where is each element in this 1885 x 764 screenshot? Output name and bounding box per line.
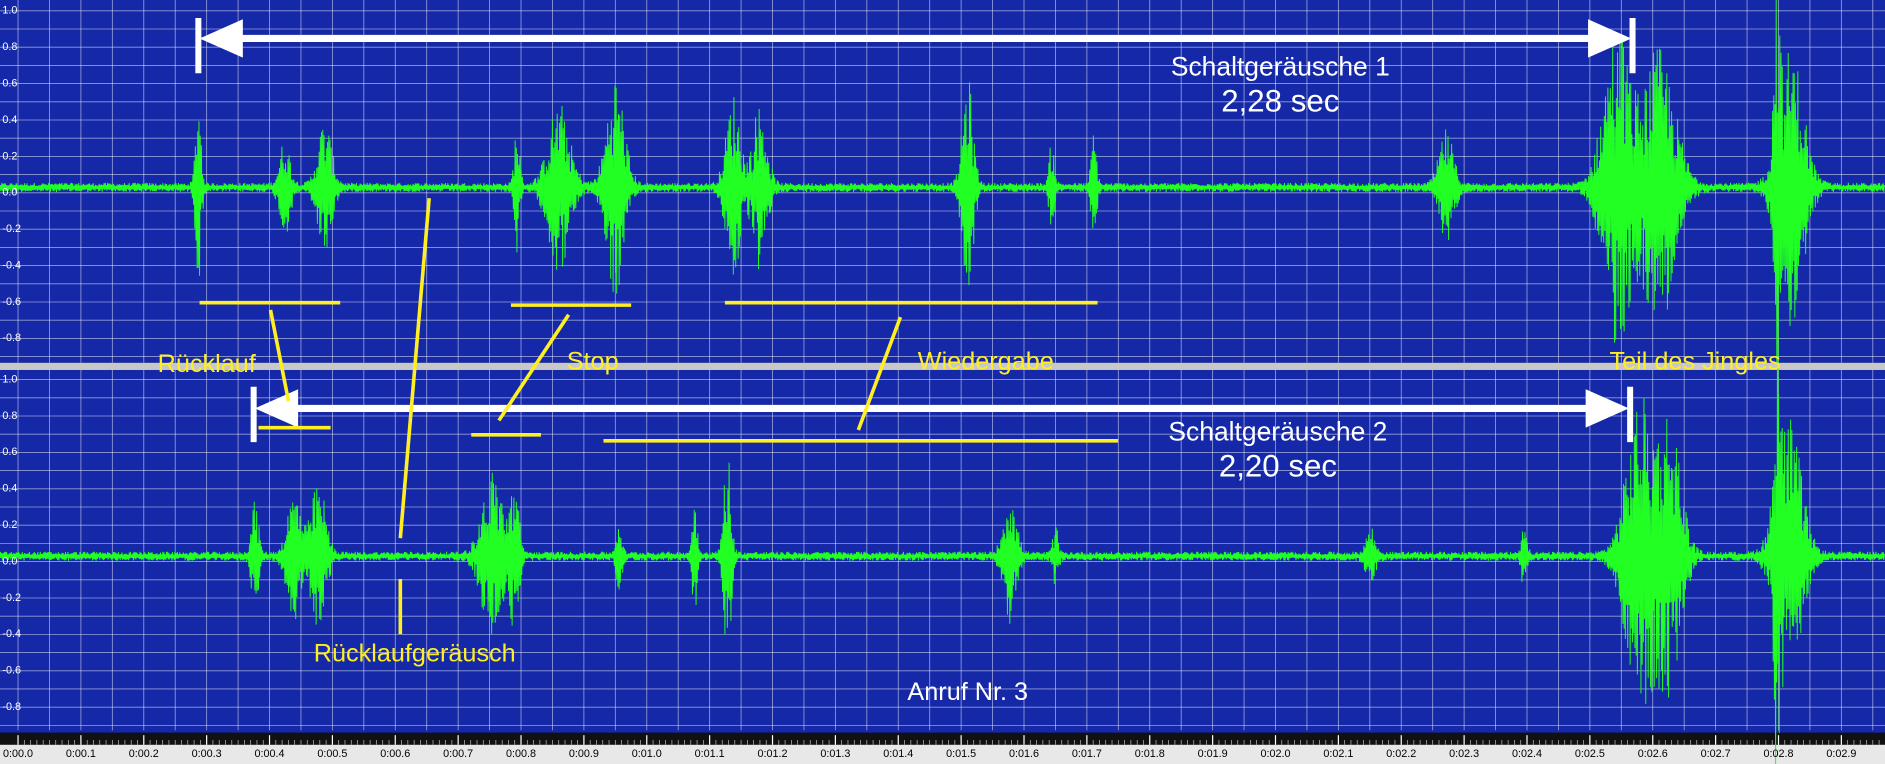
time-label: 0:02.0 [1260, 748, 1290, 760]
track-caption: Anruf Nr. 3 [907, 678, 1028, 706]
y-tick-label: 1.0 [2, 373, 17, 385]
arrow-head [199, 19, 243, 58]
y-tick-label: -0.6 [2, 665, 21, 677]
annotation-label: Stop [567, 347, 619, 375]
arrow-head [1588, 19, 1632, 58]
time-label: 0:00.8 [506, 748, 536, 760]
y-tick-label: -0.2 [2, 592, 21, 604]
time-label: 0:01.3 [820, 748, 850, 760]
y-tick-label: 0.0 [2, 555, 17, 567]
annotation-label: Wiedergabe [918, 347, 1054, 375]
waveform [0, 366, 1885, 764]
time-label: 0:00.4 [255, 748, 285, 760]
y-tick-label: 0.4 [2, 483, 17, 495]
y-tick-label: 0.2 [2, 150, 17, 162]
y-tick-label: -0.8 [2, 332, 21, 344]
waveform [0, 0, 1885, 392]
annotation-label: Rücklaufgeräusch [314, 639, 516, 667]
time-label: 0:01.2 [757, 748, 787, 760]
time-label: 0:02.8 [1763, 748, 1793, 760]
time-label: 0:01.1 [695, 748, 725, 760]
y-tick-label: 0.0 [2, 187, 17, 199]
time-label: 0:01.0 [632, 748, 662, 760]
time-label: 0:01.9 [1198, 748, 1228, 760]
time-label: 0:02.3 [1449, 748, 1479, 760]
time-label: 0:01.8 [1135, 748, 1165, 760]
range-duration: 2,20 sec [1219, 449, 1337, 484]
y-tick-label: 0.6 [2, 446, 17, 458]
track-separator [0, 362, 1885, 370]
time-label: 0:02.1 [1323, 748, 1353, 760]
range-title: Schaltgeräusche 1 [1171, 51, 1390, 81]
arrow-head [1585, 389, 1629, 428]
time-label: 0:00.7 [443, 748, 473, 760]
time-label: 0:02.7 [1701, 748, 1731, 760]
annotations: Schaltgeräusche 1 2,28 sec Schaltgeräusc… [158, 18, 1781, 706]
y-tick-label: 0.4 [2, 114, 17, 126]
annotation-line [497, 313, 571, 422]
y-tick-label: -0.2 [2, 223, 21, 235]
time-label: 0:01.6 [1009, 748, 1039, 760]
y-tick-label: 0.2 [2, 519, 17, 531]
y-tick-label: 1.0 [2, 5, 17, 17]
annotation-line [268, 309, 291, 402]
time-label: 0:02.6 [1638, 748, 1668, 760]
time-label: 0:01.5 [946, 748, 976, 760]
time-label: 0:02.5 [1575, 748, 1605, 760]
ruler-labels-bar [0, 744, 1885, 764]
time-label: 0:00.1 [66, 748, 96, 760]
annotation-label: Teil des Jingles [1610, 347, 1781, 375]
range-title: Schaltgeräusche 2 [1168, 417, 1387, 447]
y-tick-label: -0.6 [2, 296, 21, 308]
time-label: 0:00.9 [569, 748, 599, 760]
y-tick-label: -0.8 [2, 701, 21, 713]
axis-labels: 1.0 0.8 0.6 0.4 0.2 0.0 -0.2 -0.4 -0.6 -0.8 1.0 0.8… [2, 5, 1880, 760]
time-label: 0:01.4 [883, 748, 913, 760]
time-label: 0:00.2 [129, 748, 159, 760]
range-duration: 2,28 sec [1221, 84, 1339, 119]
y-tick-label: 0.8 [2, 410, 17, 422]
annotation-line [856, 316, 903, 431]
y-tick-label: -0.4 [2, 628, 21, 640]
y-tick-label: 0.6 [2, 77, 17, 89]
time-label: 0:00.5 [317, 748, 347, 760]
time-label: 0:00.6 [380, 748, 410, 760]
time-label: 0:02.4 [1512, 748, 1542, 760]
time-label: 0:01.7 [1072, 748, 1102, 760]
time-label: 0:02.9 [1826, 748, 1856, 760]
time-label: 0:00.3 [192, 748, 222, 760]
time-label: 0:02.2 [1386, 748, 1416, 760]
y-tick-label: -0.4 [2, 259, 21, 271]
annotation-line [398, 198, 431, 539]
annotation-label: Rücklauf [158, 350, 257, 378]
time-label: 0:00.0 [3, 748, 33, 760]
y-tick-label: 0.8 [2, 41, 17, 53]
